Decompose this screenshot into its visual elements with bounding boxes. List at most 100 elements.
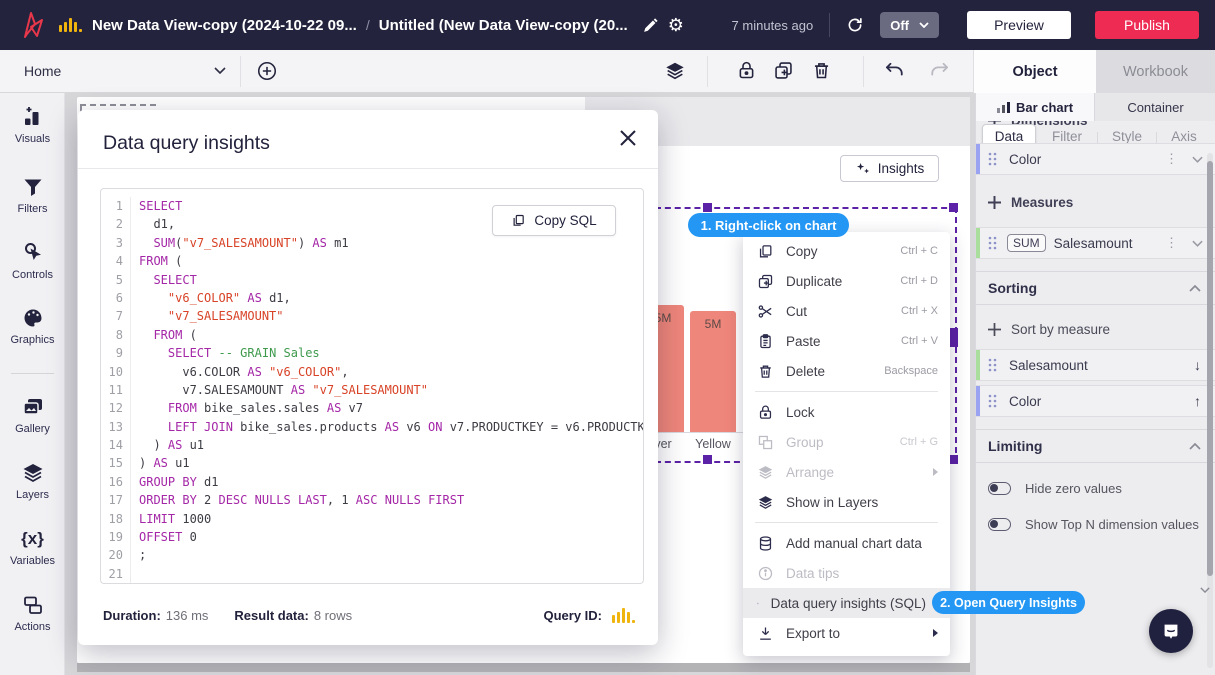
- scrollbar-thumb[interactable]: [1207, 161, 1213, 576]
- add-measures-button[interactable]: Measures: [988, 189, 1215, 215]
- lock-icon: [759, 405, 772, 419]
- field-label: Salesamount: [1009, 357, 1088, 373]
- preview-button[interactable]: Preview: [967, 11, 1071, 39]
- refresh-icon[interactable]: [846, 16, 864, 34]
- menu-item-show-in-layers[interactable]: Show in Layers: [743, 487, 950, 517]
- layers-icon: [758, 495, 773, 509]
- tab-axis[interactable]: Axis: [1171, 129, 1197, 144]
- toolbar-divider: [707, 56, 708, 87]
- toggle-show-top-n[interactable]: Show Top N dimension values: [988, 511, 1215, 537]
- drag-handle-icon[interactable]: [988, 236, 997, 250]
- edit-pencil-icon[interactable]: [642, 17, 659, 34]
- sidebar-label: Actions: [14, 621, 51, 633]
- drag-handle-icon[interactable]: [988, 152, 997, 166]
- menu-item-lock[interactable]: Lock: [743, 397, 950, 427]
- dataset-title[interactable]: New Data View-copy (2024-10-22 09...: [92, 16, 357, 34]
- modal-header-divider: [78, 168, 658, 169]
- page-title[interactable]: Untitled (New Data View-copy (20...: [378, 16, 628, 34]
- settings-gear-icon[interactable]: ⚙: [667, 15, 684, 35]
- chevron-up-icon[interactable]: [1189, 284, 1201, 292]
- luzmo-logo-icon[interactable]: [18, 10, 45, 40]
- lock-tool-icon[interactable]: [736, 60, 757, 81]
- menu-item-add-manual-chart-data[interactable]: Add manual chart data: [743, 528, 950, 558]
- sidebar-item-actions[interactable]: Actions: [0, 593, 65, 633]
- sort-descending-icon[interactable]: ↓: [1194, 357, 1201, 373]
- duplicate-tool-icon[interactable]: [773, 60, 794, 81]
- x-axis-category: ver: [654, 437, 672, 451]
- bar-yellow[interactable]: [690, 311, 736, 432]
- sidebar-item-visuals[interactable]: Visuals: [0, 105, 65, 145]
- menu-item-delete[interactable]: Delete Backspace: [743, 356, 950, 386]
- undo-icon[interactable]: [884, 62, 906, 80]
- sidebar-item-graphics[interactable]: Graphics: [0, 306, 65, 346]
- menu-item-paste[interactable]: Paste Ctrl + V: [743, 326, 950, 356]
- chevron-up-icon[interactable]: [1189, 442, 1201, 450]
- publish-button[interactable]: Publish: [1095, 11, 1199, 39]
- menu-item-data-query-insights[interactable]: Data query insights (SQL): [743, 588, 950, 618]
- add-sort-by-measure-button[interactable]: Sort by measure: [988, 315, 1215, 343]
- menu-item-copy[interactable]: Copy Ctrl + C: [743, 236, 950, 266]
- selection-handle[interactable]: [703, 203, 712, 212]
- toggle-off-icon[interactable]: [988, 517, 1011, 531]
- kebab-icon[interactable]: ⋮: [1165, 151, 1178, 166]
- add-item-icon[interactable]: [256, 60, 278, 82]
- selection-handle[interactable]: [949, 455, 958, 464]
- sql-code: 1 SELECT 2 d1, 3 SUM("v7_SALESAMOUNT") AS m…: [101, 197, 643, 583]
- home-chevron-down-icon[interactable]: [214, 67, 226, 74]
- chevron-down-icon[interactable]: [1192, 240, 1203, 247]
- menu-item-duplicate[interactable]: Duplicate Ctrl + D: [743, 266, 950, 296]
- scroll-down-chevron-icon[interactable]: [1200, 587, 1210, 593]
- tab-workbook[interactable]: Workbook: [1096, 50, 1215, 93]
- actions-icon: [23, 596, 42, 614]
- redo-icon[interactable]: [928, 62, 950, 80]
- sort-item-salesamount[interactable]: Salesamount ↓: [976, 349, 1215, 381]
- delete-tool-icon[interactable]: [811, 60, 832, 81]
- copy-sql-button[interactable]: Copy SQL: [492, 205, 616, 236]
- bar-chart-mini-icon: [996, 101, 1010, 113]
- toggle-hide-zero-values[interactable]: Hide zero values: [988, 475, 1215, 501]
- tutorial-badge-step2: 2. Open Query Insights: [932, 591, 1085, 614]
- menu-divider: [755, 522, 938, 523]
- selection-handle[interactable]: [949, 203, 958, 212]
- drag-handle-icon[interactable]: [988, 358, 997, 372]
- sort-ascending-icon[interactable]: ↑: [1194, 393, 1201, 409]
- auto-refresh-select[interactable]: Off: [880, 12, 939, 38]
- insights-button[interactable]: Insights: [840, 155, 939, 182]
- toggle-off-icon[interactable]: [988, 481, 1011, 495]
- home-breadcrumb[interactable]: Home: [24, 63, 62, 79]
- sidebar-item-controls[interactable]: Controls: [0, 241, 65, 281]
- selection-handle[interactable]: [949, 328, 958, 347]
- context-menu: Copy Ctrl + C Duplicate Ctrl + D Cut Ctrl +…: [743, 232, 950, 656]
- page-bottom-edge: [77, 663, 970, 672]
- limiting-section-header[interactable]: Limiting: [976, 429, 1215, 463]
- sidebar-item-variables[interactable]: {x} Variables: [0, 527, 65, 567]
- measure-item-salesamount[interactable]: SUM Salesamount ⋮: [976, 227, 1215, 259]
- selection-handle[interactable]: [703, 455, 712, 464]
- field-label: Color: [1009, 151, 1042, 167]
- sort-item-color[interactable]: Color ↑: [976, 385, 1215, 417]
- sidebar-item-gallery[interactable]: Gallery: [0, 395, 65, 435]
- layers-tool-icon[interactable]: [664, 60, 686, 82]
- aggregation-chip[interactable]: SUM: [1007, 234, 1046, 252]
- sorting-section-header[interactable]: Sorting: [976, 271, 1215, 305]
- x-axis-line: [642, 432, 755, 433]
- drag-handle-icon[interactable]: [988, 394, 997, 408]
- tab-object[interactable]: Object: [973, 50, 1096, 93]
- sql-code-block[interactable]: 1 SELECT 2 d1, 3 SUM("v7_SALESAMOUNT") AS m…: [100, 188, 644, 584]
- tab-style[interactable]: Style: [1111, 129, 1142, 144]
- menu-item-export-to[interactable]: Export to: [743, 618, 950, 648]
- tab-bar-chart[interactable]: Bar chart: [976, 93, 1095, 121]
- close-icon[interactable]: [618, 128, 640, 150]
- dimension-item-color[interactable]: Color ⋮: [976, 143, 1215, 175]
- chat-widget-button[interactable]: [1149, 609, 1193, 653]
- tab-container[interactable]: Container: [1095, 93, 1215, 121]
- kebab-icon[interactable]: ⋮: [1165, 235, 1178, 250]
- sidebar-item-filters[interactable]: Filters: [0, 175, 65, 215]
- menu-item-cut[interactable]: Cut Ctrl + X: [743, 296, 950, 326]
- panel-scrollbar[interactable]: [1207, 153, 1213, 668]
- tab-filter[interactable]: Filter: [1052, 129, 1082, 144]
- dashboard-canvas: Insights 5M 5M ver Yellow Copy Ctrl + C D…: [65, 93, 975, 675]
- sidebar-item-layers[interactable]: Layers: [0, 461, 65, 501]
- chevron-down-icon[interactable]: [1192, 156, 1203, 163]
